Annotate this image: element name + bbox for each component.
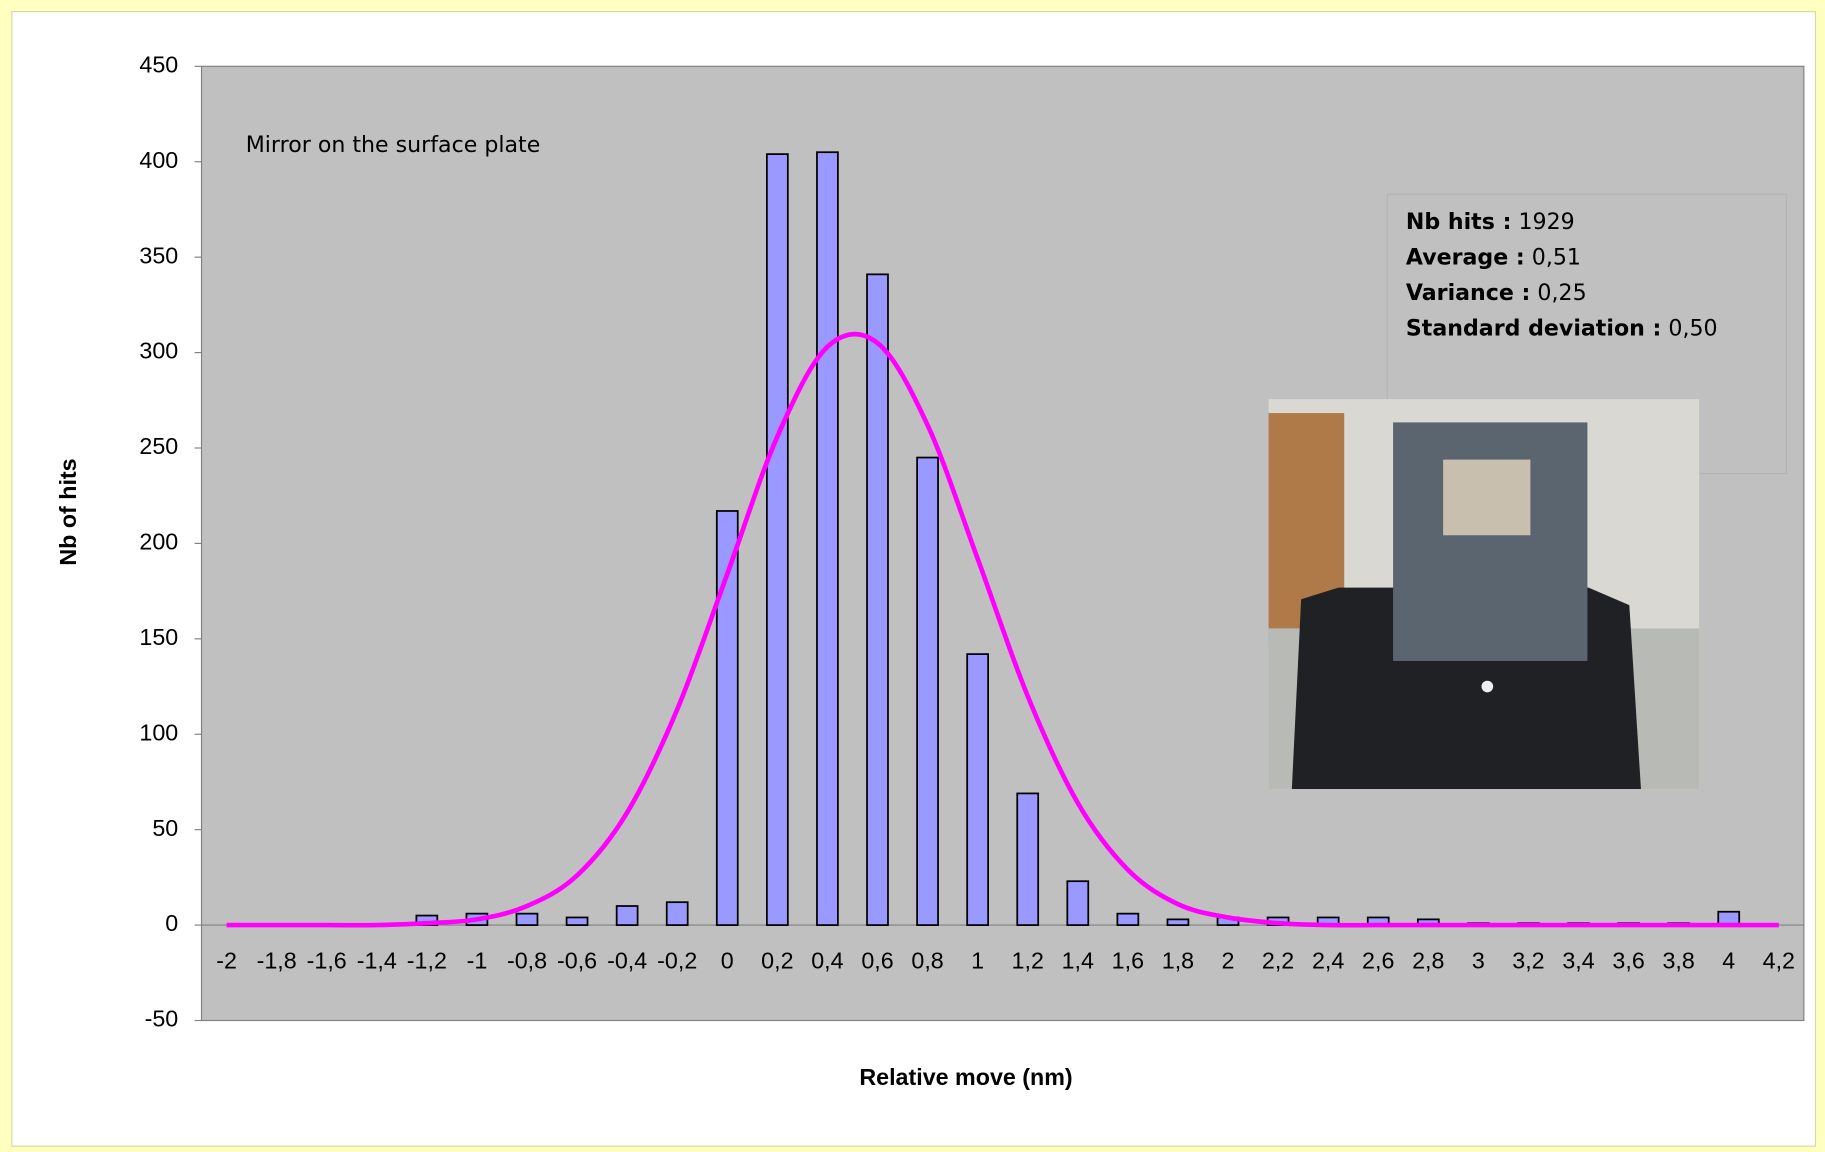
bar [966,653,989,926]
bar [766,153,789,926]
x-tick-label: 3 [1472,947,1485,973]
bar [1116,912,1140,926]
stat-label: Average : [1406,244,1525,270]
x-tick-label: 2,2 [1262,947,1294,973]
stat-value: 1929 [1518,209,1574,235]
x-tick-label: 2 [1222,947,1235,973]
x-tick-label: 3,4 [1562,947,1594,973]
x-tick-label: 1,4 [1062,947,1094,973]
x-tick-label: -1,2 [407,947,447,973]
photo-sensor [1443,459,1531,536]
x-tick-label: 0,2 [761,947,793,973]
stat-line: Nb hits : 1929 [1406,209,1575,235]
bar [916,456,939,926]
x-tick-label: 3,2 [1512,947,1544,973]
y-tick-label: 300 [139,338,178,364]
y-tick-label: 0 [165,910,178,936]
stat-label: Nb hits : [1406,209,1512,235]
x-axis-title: Relative move (nm) [859,1064,1072,1090]
bar [565,916,589,926]
x-tick-label: -1,4 [357,947,397,973]
x-tick-label: -0,8 [507,947,547,973]
y-tick-label: 100 [139,719,178,745]
bar [515,912,539,926]
bar [1016,792,1040,926]
x-tick-label: 1,2 [1012,947,1044,973]
stat-label: Standard deviation : [1406,315,1662,341]
x-tick-label: -2 [216,947,237,973]
fit-curve [226,331,1779,928]
bar [665,901,689,926]
x-tick-label: 4 [1722,947,1735,973]
stat-line: Standard deviation : 0,50 [1406,315,1718,341]
x-tick-label: 2,4 [1312,947,1344,973]
photo [1268,399,1700,789]
x-tick-label: -1 [467,947,488,973]
bar [866,273,889,926]
bar [816,151,839,926]
x-tick-label: 1,6 [1112,947,1144,973]
x-tick-label: 2,6 [1362,947,1394,973]
stat-value: 0,25 [1537,280,1586,306]
x-tick-label: 0,6 [861,947,893,973]
stat-label: Variance : [1406,280,1531,306]
x-tick-label: -0,2 [657,947,697,973]
bar [615,905,639,926]
x-tick-label: 0,8 [911,947,943,973]
y-axis-title: Nb of hits [55,458,81,565]
y-tick-label: 350 [139,242,178,268]
stat-value: 0,51 [1532,244,1581,270]
x-tick-label: 1,8 [1162,947,1194,973]
stat-value: 0,50 [1668,315,1717,341]
bar [1066,880,1090,926]
y-tick-label: 250 [139,433,178,459]
x-tick-label: 0,4 [811,947,843,973]
y-tick-label: -50 [145,1006,179,1032]
x-tick-label: 0 [721,947,734,973]
x-tick-label: -0,4 [607,947,647,973]
photo-hole [1481,680,1494,693]
x-tick-label: 3,8 [1662,947,1694,973]
x-tick-label: 4,2 [1763,947,1795,973]
bar [1166,918,1190,926]
x-tick-label: 3,6 [1612,947,1644,973]
x-tick-label: -0,6 [557,947,597,973]
x-tick-label: 2,8 [1412,947,1444,973]
x-tick-label: -1,6 [307,947,347,973]
bar [715,510,739,926]
y-tick-label: 150 [139,624,178,650]
y-tick-label: 50 [152,815,178,841]
y-tick-label: 200 [139,529,178,555]
photo-block [1393,422,1588,661]
annotation: Mirror on the surface plate [246,132,541,158]
y-tick-label: 400 [139,147,178,173]
x-tick-label: 1 [971,947,984,973]
x-tick-label: -1,8 [257,947,297,973]
stat-line: Variance : 0,25 [1406,280,1587,306]
y-tick-label: 450 [139,51,178,77]
stat-line: Average : 0,51 [1406,244,1581,270]
